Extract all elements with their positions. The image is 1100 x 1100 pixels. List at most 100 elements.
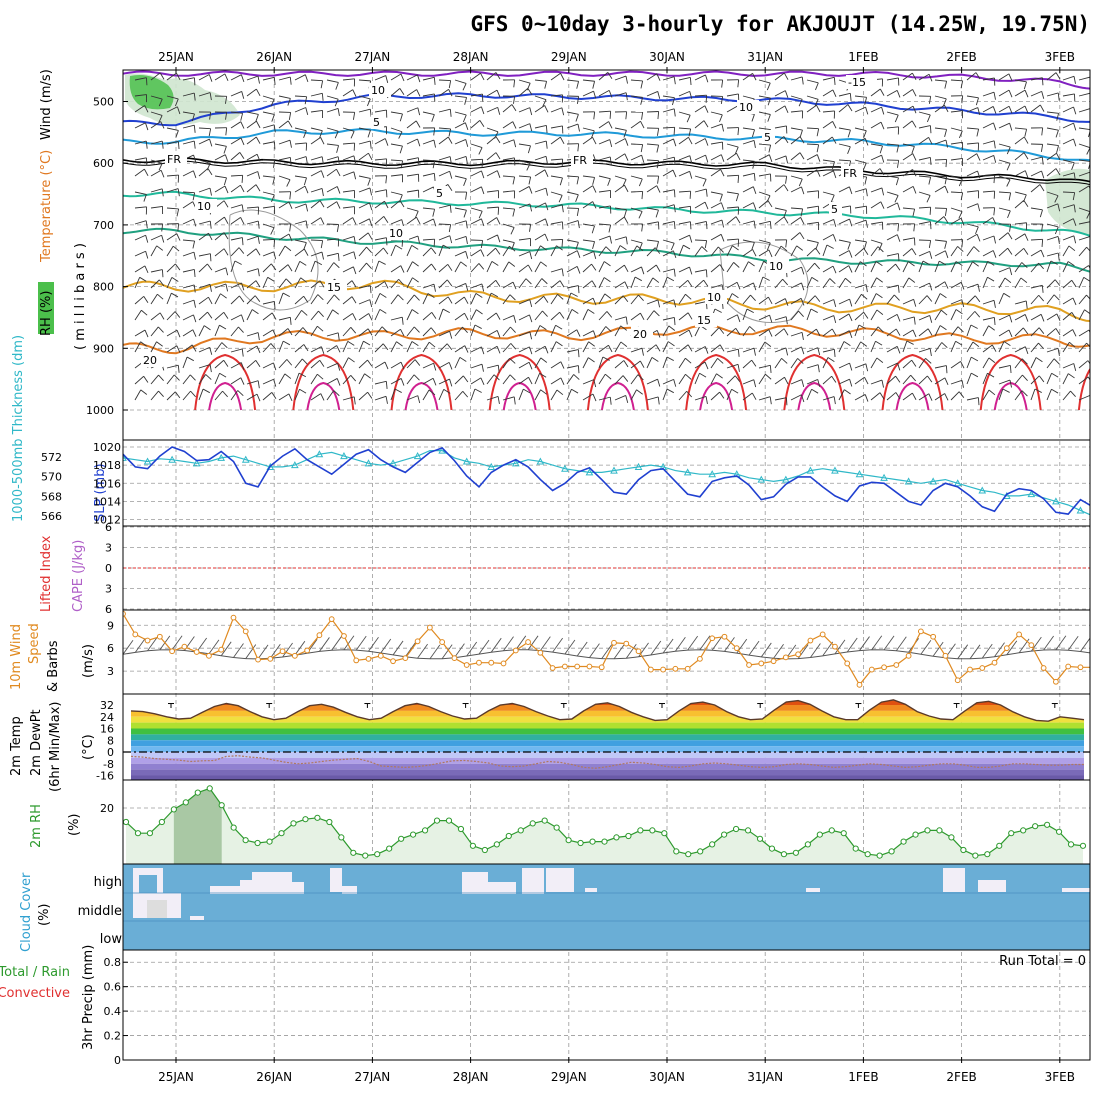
barb-staff xyxy=(646,396,659,401)
wind-barb xyxy=(182,124,196,133)
barb-flag xyxy=(656,241,660,249)
barb-staff xyxy=(470,363,483,369)
wind-barb xyxy=(214,143,227,154)
wind-barb xyxy=(486,106,501,115)
barb-flag xyxy=(481,283,485,292)
barb-staff xyxy=(694,201,706,209)
wind-barb xyxy=(294,372,307,385)
barb-staff xyxy=(262,159,275,161)
wind-barb xyxy=(438,361,453,370)
temp-tick: -8 xyxy=(103,758,114,771)
wind10-y-ticks: 963 xyxy=(107,619,114,678)
barb-flag xyxy=(257,76,260,84)
barb-staff xyxy=(486,190,499,193)
rh-marker xyxy=(170,806,177,813)
barb-flag xyxy=(337,108,340,116)
barb-flag xyxy=(623,209,627,218)
wind-barb xyxy=(582,393,597,402)
barb-staff xyxy=(230,184,241,193)
barb-flag xyxy=(369,299,373,308)
barb-staff xyxy=(550,311,560,321)
barb-flag xyxy=(225,112,228,120)
contour-label: FR xyxy=(573,154,587,167)
barb-flag xyxy=(636,389,643,395)
barb-staff xyxy=(1014,374,1023,385)
barb-staff xyxy=(1046,111,1059,114)
rh-marker xyxy=(948,834,955,841)
barb-flag xyxy=(545,125,548,134)
barb-staff xyxy=(950,191,963,194)
wind-barb xyxy=(566,292,578,305)
wind-speed-marker xyxy=(709,635,716,642)
barb-flag xyxy=(897,223,900,232)
barb-flag xyxy=(721,219,725,228)
wind-barb xyxy=(822,218,837,227)
wind-barb xyxy=(902,120,917,129)
barb-flag xyxy=(974,295,981,303)
wind-barb xyxy=(1062,329,1077,337)
barb-staff xyxy=(918,239,931,241)
wind-barb xyxy=(486,206,500,215)
barb-flag xyxy=(241,237,244,246)
barb-flag xyxy=(831,328,837,336)
barb-staff xyxy=(1046,313,1058,321)
barb-staff xyxy=(998,379,1011,385)
rh-marker xyxy=(134,830,142,837)
barb-staff xyxy=(502,104,513,113)
barb-staff xyxy=(534,325,541,337)
barb-flag xyxy=(811,388,819,394)
wind-barb xyxy=(214,154,229,163)
barb-staff xyxy=(214,325,220,337)
barb-staff xyxy=(534,261,542,273)
barb-staff xyxy=(758,200,769,209)
barb-flag xyxy=(209,92,212,101)
barb-staff xyxy=(630,294,639,305)
barb-flag xyxy=(783,328,789,336)
wind-barb xyxy=(326,156,340,165)
wind-barb xyxy=(406,89,421,97)
barb-staff xyxy=(518,278,527,289)
hot-contour xyxy=(502,381,537,411)
barb-staff xyxy=(294,107,306,113)
barb-flag xyxy=(1041,127,1044,136)
rh2m-panel xyxy=(123,785,1087,864)
barb-flag xyxy=(847,242,851,250)
barb-flag xyxy=(1088,185,1090,194)
barb-flag xyxy=(190,390,196,398)
rh-marker xyxy=(960,846,967,854)
wind-speed-marker xyxy=(512,647,519,654)
barb-staff xyxy=(150,140,163,145)
barb-staff xyxy=(806,379,818,385)
barb-staff xyxy=(1078,76,1090,81)
wind-barb xyxy=(598,189,612,199)
barb-flag xyxy=(529,203,533,212)
barb-staff xyxy=(630,111,643,113)
wind-barb xyxy=(934,139,949,148)
wind-barb xyxy=(886,126,900,135)
barb-staff xyxy=(1030,327,1040,337)
wind10-barb xyxy=(871,635,883,651)
wind10-barb xyxy=(601,644,613,659)
barb-staff xyxy=(886,313,898,321)
barb-flag xyxy=(928,96,932,104)
barb-staff xyxy=(294,203,307,209)
barb-staff xyxy=(854,239,867,243)
barb-staff xyxy=(230,74,242,81)
wind-barb xyxy=(502,294,516,305)
barb-flag xyxy=(879,88,885,96)
barb-flag xyxy=(895,328,901,336)
wind-barb xyxy=(358,340,371,353)
barb-flag xyxy=(481,186,485,195)
barb-flag xyxy=(448,128,452,137)
barb-staff xyxy=(614,325,622,337)
wind-barb xyxy=(998,159,1011,171)
wind-barb xyxy=(1030,375,1045,385)
thickness-marker xyxy=(487,462,496,470)
barb-staff xyxy=(342,266,354,273)
wind-barb xyxy=(182,374,196,385)
precip-axis-label: 3hr Precip (mm) xyxy=(81,945,96,1050)
barb-flag xyxy=(145,251,149,259)
barb-flag xyxy=(816,105,821,113)
barb-staff xyxy=(518,223,531,225)
wind-barb xyxy=(1030,77,1044,86)
